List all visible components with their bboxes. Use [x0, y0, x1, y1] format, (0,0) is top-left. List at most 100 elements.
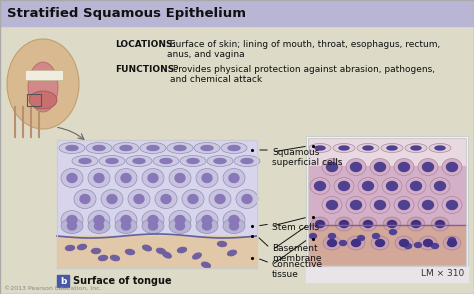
Ellipse shape	[120, 146, 132, 151]
Ellipse shape	[328, 233, 336, 238]
Ellipse shape	[374, 163, 385, 171]
Ellipse shape	[309, 143, 331, 153]
Ellipse shape	[180, 156, 206, 166]
Ellipse shape	[221, 143, 247, 153]
Ellipse shape	[322, 158, 342, 176]
Ellipse shape	[156, 248, 165, 254]
Ellipse shape	[115, 211, 137, 230]
Ellipse shape	[374, 201, 385, 210]
Ellipse shape	[347, 236, 365, 250]
Ellipse shape	[373, 233, 380, 238]
Ellipse shape	[134, 195, 144, 203]
Text: Basement
membrane: Basement membrane	[272, 244, 321, 263]
Ellipse shape	[339, 240, 346, 245]
Ellipse shape	[126, 156, 152, 166]
Ellipse shape	[338, 181, 349, 191]
Text: Connective
tissue: Connective tissue	[272, 260, 323, 279]
Ellipse shape	[121, 216, 131, 225]
Ellipse shape	[202, 173, 212, 183]
Bar	[57, 140, 257, 236]
Ellipse shape	[155, 190, 177, 208]
Ellipse shape	[363, 181, 374, 191]
Ellipse shape	[443, 236, 461, 250]
Bar	[308, 138, 466, 166]
Ellipse shape	[335, 217, 353, 231]
Ellipse shape	[404, 243, 411, 248]
Ellipse shape	[234, 156, 260, 166]
Text: Surface of tongue: Surface of tongue	[73, 276, 172, 286]
Ellipse shape	[182, 190, 204, 208]
Ellipse shape	[169, 218, 191, 233]
Ellipse shape	[175, 173, 185, 183]
Text: Squamous
superficial cells: Squamous superficial cells	[272, 148, 343, 167]
Ellipse shape	[435, 181, 446, 191]
Ellipse shape	[160, 158, 172, 163]
Bar	[308, 225, 466, 266]
Ellipse shape	[311, 217, 329, 231]
Ellipse shape	[147, 146, 159, 151]
Ellipse shape	[358, 178, 378, 195]
Ellipse shape	[193, 253, 201, 259]
Ellipse shape	[448, 238, 456, 243]
Ellipse shape	[442, 196, 462, 213]
Ellipse shape	[67, 173, 77, 183]
Ellipse shape	[419, 236, 437, 250]
Ellipse shape	[388, 220, 396, 228]
Ellipse shape	[436, 220, 445, 228]
Ellipse shape	[91, 248, 100, 253]
Ellipse shape	[121, 173, 131, 183]
Ellipse shape	[126, 249, 135, 255]
Ellipse shape	[194, 143, 220, 153]
Ellipse shape	[315, 146, 325, 150]
Ellipse shape	[316, 220, 325, 228]
Ellipse shape	[405, 143, 427, 153]
Ellipse shape	[371, 236, 389, 250]
Ellipse shape	[350, 201, 362, 210]
Ellipse shape	[94, 222, 103, 230]
Ellipse shape	[370, 158, 390, 176]
Ellipse shape	[140, 143, 166, 153]
Ellipse shape	[28, 62, 58, 112]
Ellipse shape	[223, 168, 245, 188]
Text: Stem cells: Stem cells	[272, 223, 319, 232]
Ellipse shape	[414, 243, 421, 248]
Ellipse shape	[175, 222, 184, 230]
Ellipse shape	[115, 218, 137, 233]
Ellipse shape	[228, 250, 237, 256]
Ellipse shape	[148, 222, 157, 230]
Ellipse shape	[339, 146, 349, 150]
Ellipse shape	[431, 217, 449, 231]
Bar	[306, 136, 468, 282]
Ellipse shape	[187, 158, 199, 163]
Text: ©2013 Pearson Education, Inc.: ©2013 Pearson Education, Inc.	[4, 286, 101, 291]
Ellipse shape	[223, 211, 245, 230]
Ellipse shape	[447, 240, 456, 246]
Ellipse shape	[429, 143, 451, 153]
Ellipse shape	[174, 146, 186, 151]
Ellipse shape	[323, 236, 341, 250]
Ellipse shape	[400, 240, 409, 246]
Bar	[57, 140, 257, 268]
Ellipse shape	[207, 156, 233, 166]
Ellipse shape	[101, 190, 123, 208]
Ellipse shape	[352, 240, 361, 246]
Ellipse shape	[88, 211, 110, 230]
Bar	[308, 166, 466, 225]
Ellipse shape	[327, 163, 337, 171]
Ellipse shape	[142, 211, 164, 230]
Ellipse shape	[395, 236, 413, 250]
Ellipse shape	[435, 146, 445, 150]
Ellipse shape	[381, 143, 403, 153]
Ellipse shape	[94, 173, 104, 183]
Ellipse shape	[94, 216, 104, 225]
Text: Provides physical protection against abrasion, pathogens,
and chemical attack: Provides physical protection against abr…	[170, 65, 435, 84]
Ellipse shape	[175, 216, 185, 225]
Ellipse shape	[107, 195, 117, 203]
Ellipse shape	[202, 216, 212, 225]
Ellipse shape	[229, 216, 239, 225]
Ellipse shape	[359, 217, 377, 231]
Ellipse shape	[394, 196, 414, 213]
Ellipse shape	[148, 216, 158, 225]
Ellipse shape	[418, 158, 438, 176]
Ellipse shape	[310, 233, 317, 238]
